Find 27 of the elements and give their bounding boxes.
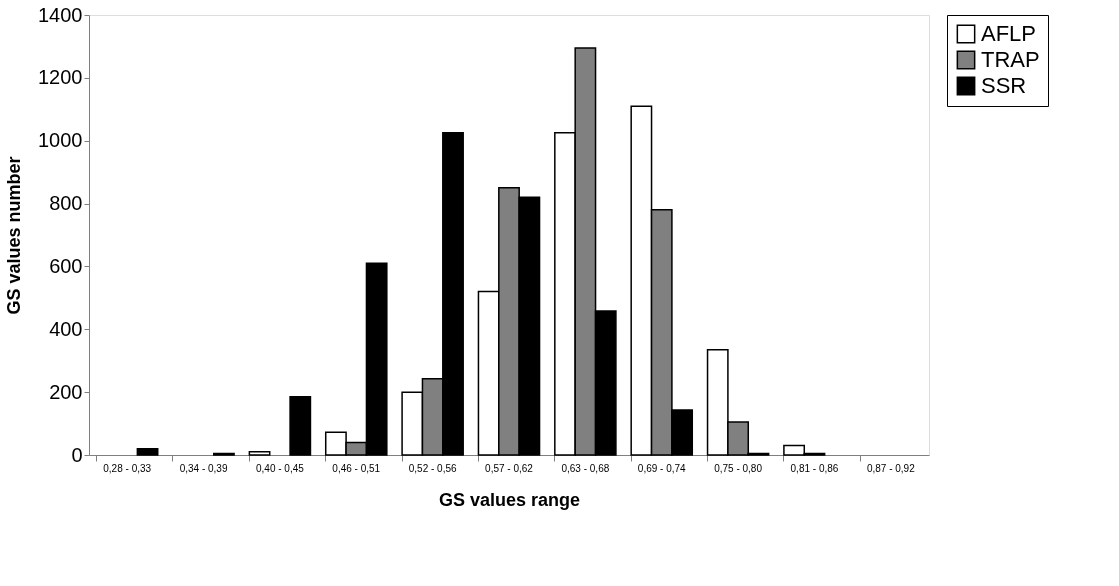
x-tick-label: 0,34 - 0,39 [179, 462, 228, 474]
y-tick-label: 200 [49, 380, 83, 403]
x-tick-label: 0,57 - 0,62 [485, 462, 534, 474]
x-tick-label: 0,28 - 0,33 [103, 462, 152, 474]
legend-label: SSR [981, 73, 1027, 98]
y-tick-label: 1000 [38, 129, 83, 152]
y-tick-label: 800 [49, 192, 83, 215]
bar [136, 447, 159, 456]
x-tick-label: 0,81 - 0,86 [790, 462, 839, 474]
x-tick-label: 0,75 - 0,80 [714, 462, 763, 474]
x-axis-title: GS values range [438, 489, 581, 510]
x-tick-label: 0,40 - 0,45 [256, 462, 305, 474]
bar [289, 396, 312, 456]
x-tick-label: 0,46 - 0,51 [332, 462, 381, 474]
x-tick-label: 0,52 - 0,56 [408, 462, 457, 474]
x-tick-label: 0,63 - 0,68 [561, 462, 610, 474]
y-tick-label: 1400 [38, 3, 83, 26]
bar [248, 451, 271, 456]
y-tick-label: 0 [71, 443, 83, 466]
y-tick-label: 600 [49, 254, 83, 277]
y-axis-title: GS values number [4, 156, 25, 315]
x-tick-label: 0,87 - 0,92 [866, 462, 916, 474]
legend-label: TRAP [981, 47, 1040, 72]
y-tick-label: 400 [49, 317, 83, 340]
x-tick-label: 0,69 - 0,74 [637, 462, 687, 474]
y-tick-label: 1200 [38, 66, 83, 89]
legend-label: AFLP [981, 21, 1037, 46]
